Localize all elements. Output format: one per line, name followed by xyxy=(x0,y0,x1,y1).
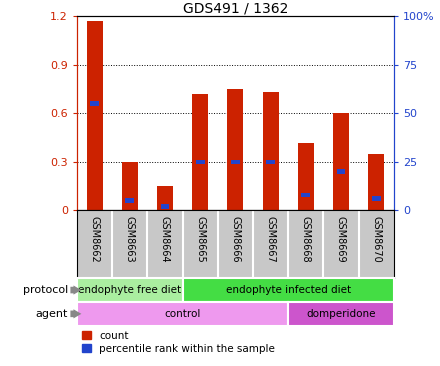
Text: endophyte free diet: endophyte free diet xyxy=(78,285,181,295)
Title: GDS491 / 1362: GDS491 / 1362 xyxy=(183,1,288,15)
Bar xyxy=(372,197,381,201)
Bar xyxy=(183,278,394,302)
Text: GSM8667: GSM8667 xyxy=(266,216,275,263)
Text: GSM8662: GSM8662 xyxy=(90,216,99,263)
Text: GSM8666: GSM8666 xyxy=(231,216,240,262)
Bar xyxy=(333,113,349,210)
Bar xyxy=(263,93,279,210)
Bar xyxy=(266,160,275,164)
Text: protocol: protocol xyxy=(23,285,68,295)
Bar xyxy=(77,302,288,326)
Text: GSM8669: GSM8669 xyxy=(336,216,346,262)
Legend: count, percentile rank within the sample: count, percentile rank within the sample xyxy=(82,331,275,354)
Text: GSM8664: GSM8664 xyxy=(160,216,170,262)
Bar xyxy=(125,198,134,203)
Bar xyxy=(87,21,103,210)
Text: domperidone: domperidone xyxy=(306,309,376,319)
Bar xyxy=(77,278,183,302)
Bar xyxy=(301,193,310,197)
Bar xyxy=(192,94,208,210)
Text: GSM8670: GSM8670 xyxy=(371,216,381,263)
Text: agent: agent xyxy=(36,309,68,319)
Bar xyxy=(122,162,138,210)
Bar xyxy=(90,101,99,106)
Bar xyxy=(161,204,169,209)
Bar xyxy=(227,89,243,210)
Bar xyxy=(196,160,205,164)
Bar xyxy=(231,160,240,164)
Bar xyxy=(337,169,345,174)
Text: GSM8668: GSM8668 xyxy=(301,216,311,262)
Bar xyxy=(298,143,314,210)
Text: GSM8663: GSM8663 xyxy=(125,216,135,262)
Bar xyxy=(288,302,394,326)
Bar xyxy=(157,186,173,210)
Bar xyxy=(368,154,384,210)
Text: GSM8665: GSM8665 xyxy=(195,216,205,263)
Text: control: control xyxy=(165,309,201,319)
Text: endophyte infected diet: endophyte infected diet xyxy=(226,285,351,295)
